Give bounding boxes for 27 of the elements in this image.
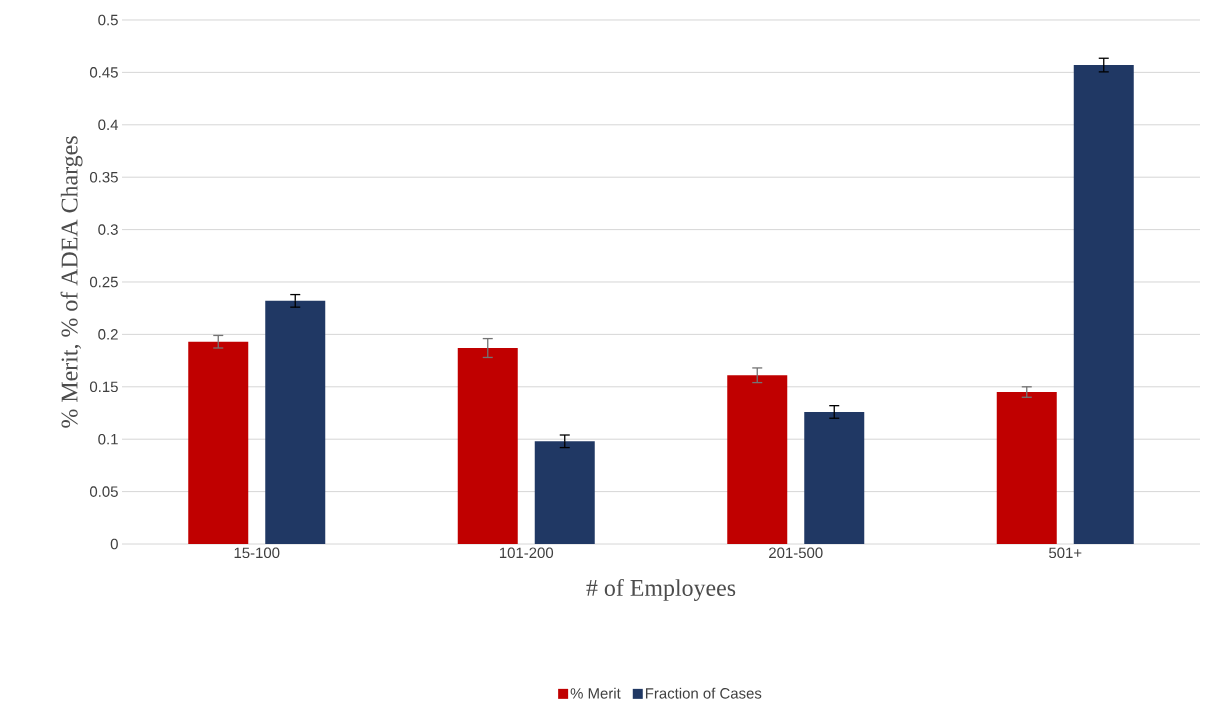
y-axis-title: % Merit, % of ADEA Charges bbox=[60, 136, 83, 428]
bar bbox=[188, 341, 249, 544]
y-tick-label: 0.25 bbox=[89, 276, 118, 288]
y-tick-label: 0 bbox=[110, 538, 118, 550]
y-tick-label: 0.05 bbox=[89, 486, 118, 497]
x-tick-label: 15-100 bbox=[234, 547, 280, 559]
bar bbox=[996, 392, 1057, 544]
legend-label: % Merit bbox=[570, 687, 621, 699]
y-tick-label: 0.3 bbox=[98, 224, 118, 235]
y-tick-label: 0.45 bbox=[89, 67, 118, 78]
bar bbox=[1073, 65, 1134, 544]
y-tick-label: 0.5 bbox=[98, 14, 118, 26]
x-tick-label: 501+ bbox=[1049, 547, 1082, 559]
x-tick-label: 101-200 bbox=[499, 547, 554, 559]
bar bbox=[534, 441, 595, 544]
y-tick-label: 0.15 bbox=[89, 381, 118, 393]
bar bbox=[804, 411, 865, 544]
bar bbox=[727, 375, 788, 544]
bar bbox=[265, 300, 326, 544]
y-tick-label: 0.4 bbox=[98, 119, 119, 131]
bar bbox=[457, 348, 518, 544]
x-axis-title: # of Employees bbox=[586, 578, 736, 601]
y-tick-label: 0.2 bbox=[98, 329, 118, 340]
legend-label: Fraction of Cases bbox=[645, 687, 762, 699]
y-tick-label: 0.35 bbox=[89, 171, 118, 183]
y-tick-label: 0.1 bbox=[98, 433, 118, 445]
x-tick-label: 201-500 bbox=[769, 547, 823, 559]
